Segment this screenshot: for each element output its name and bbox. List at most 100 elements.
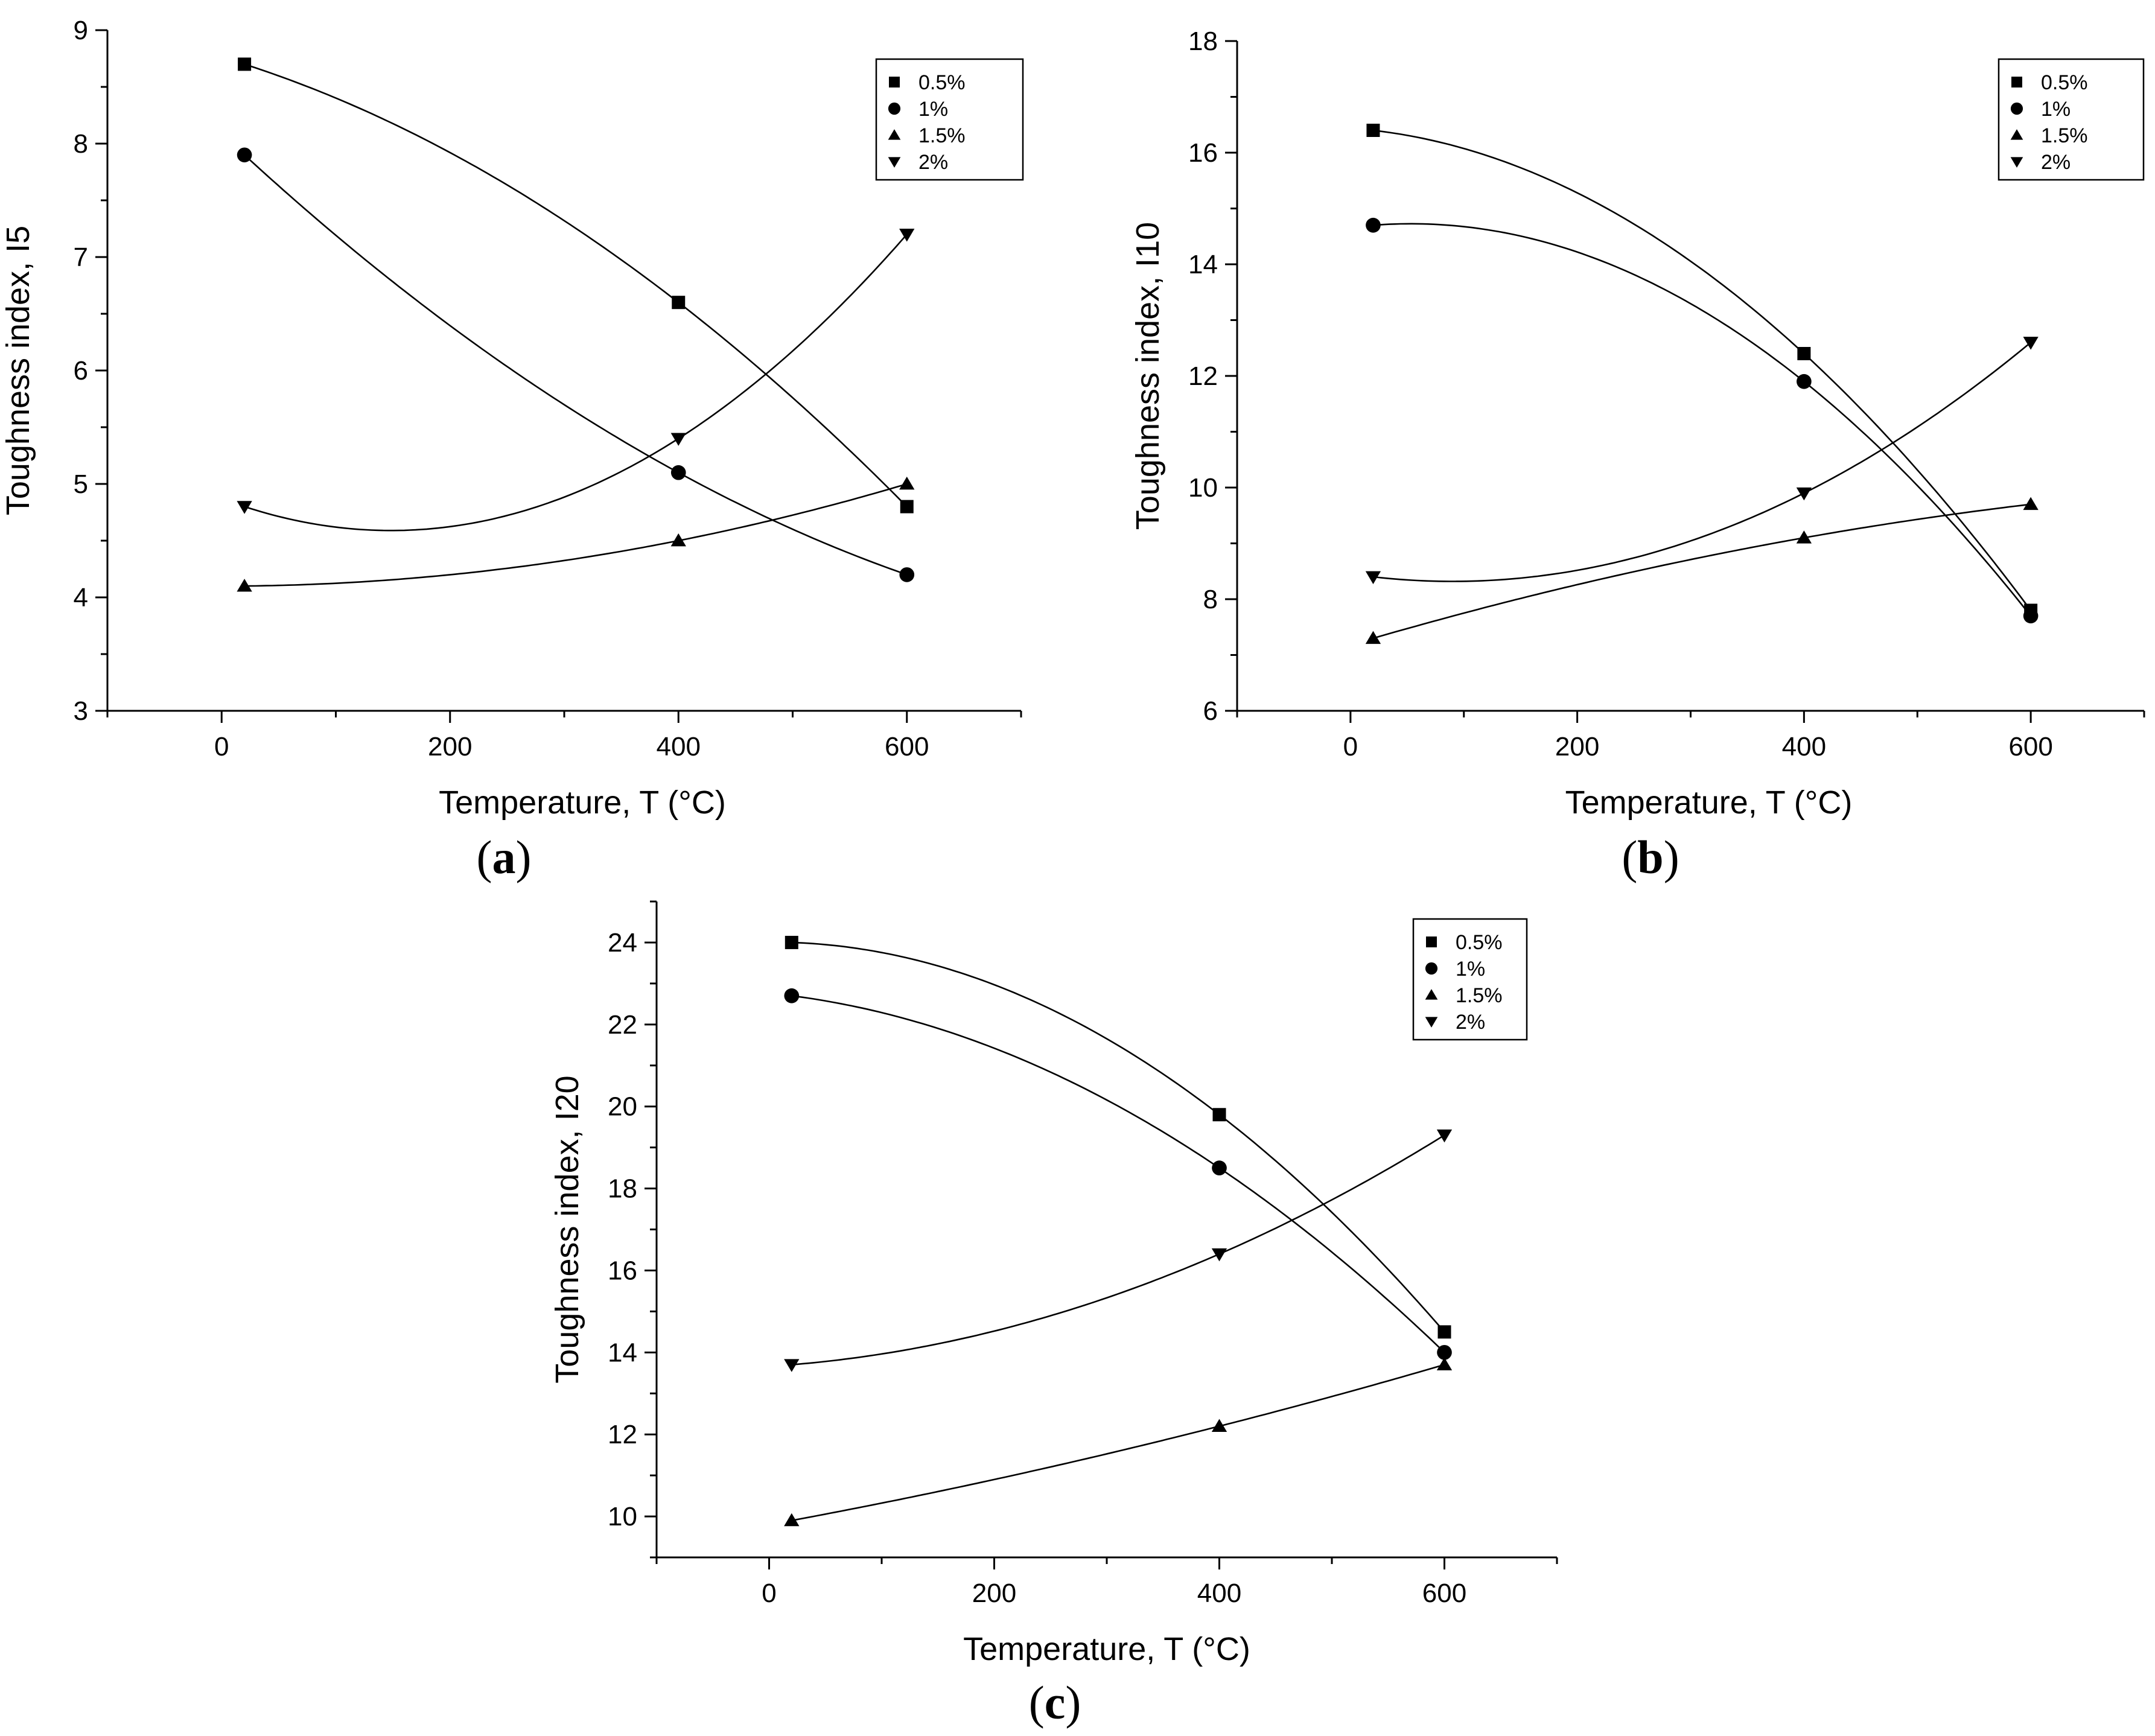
y-tick-label: 6: [74, 356, 88, 386]
data-point: [670, 433, 686, 446]
legend-label: 1%: [918, 98, 948, 121]
series-line-1pct: [244, 154, 908, 576]
data-point: [2023, 608, 2039, 624]
data-point: [899, 476, 915, 490]
data-point: [900, 500, 914, 513]
data-point: [237, 579, 252, 592]
series-line-1-5pct: [244, 483, 908, 587]
data-point: [2023, 337, 2039, 350]
data-point: [1212, 1160, 1227, 1175]
data-point: [784, 988, 800, 1003]
legend: 0.5% 1% 1.5% 2%: [1412, 918, 1528, 1041]
series-line-2pct: [1373, 342, 2031, 582]
y-tick-label: 24: [608, 928, 637, 958]
x-tick-label: 600: [885, 732, 929, 761]
legend-label: 0.5%: [918, 71, 966, 94]
chart-panel-c: 0 200 400 600 10 12 14 16 18 20 22 24 Temperature, T…: [549, 900, 1558, 1729]
legend-marker: [2010, 157, 2023, 168]
y-axis-title: Toughness index, I5: [0, 226, 36, 515]
y-tick-label: 7: [74, 243, 88, 272]
legend-marker: [1425, 1017, 1438, 1028]
legend-label: 0.5%: [2041, 71, 2088, 94]
data-point: [1437, 1344, 1452, 1360]
x-axis-title: Temperature, T (°C): [963, 1631, 1250, 1667]
y-tick-label: 10: [608, 1502, 637, 1531]
legend-box: [875, 58, 1024, 181]
legend-box: [1997, 58, 2145, 181]
x-tick-label: 200: [1555, 732, 1599, 761]
data-point: [1436, 1357, 1453, 1371]
data-point: [899, 567, 915, 582]
legend-marker: [889, 77, 900, 87]
series-line-1pct: [791, 995, 1445, 1353]
y-tick-label: 12: [608, 1420, 637, 1449]
y-tick-label: 5: [74, 469, 88, 499]
y-tick-label: 6: [1203, 696, 1218, 726]
legend-marker: [1425, 989, 1438, 1000]
data-point: [1796, 487, 1812, 501]
legend: 0.5% 1% 1.5% 2%: [875, 58, 1024, 181]
x-tick-label: 200: [972, 1579, 1016, 1608]
data-point: [672, 296, 686, 310]
legend-marker: [888, 157, 901, 168]
chart-panel-b: 0 200 400 600 6 8 10 12 14 16 18 Temperature, T (°C…: [1130, 27, 2145, 883]
y-tick-label: 16: [1188, 138, 1218, 168]
series-line-0-5pct: [244, 63, 908, 507]
data-point: [2023, 497, 2039, 510]
data-point: [784, 1513, 800, 1527]
y-tick-label: 3: [74, 696, 88, 726]
x-axis-title: Temperature, T (°C): [439, 784, 726, 821]
y-tick-label: 8: [74, 129, 88, 159]
legend-marker: [2011, 77, 2022, 87]
legend-marker: [888, 102, 901, 115]
series-line-0-5pct: [791, 941, 1445, 1333]
legend-label: 1%: [1456, 958, 1485, 981]
y-tick-label: 14: [608, 1338, 637, 1367]
panel-label-b: (b): [1622, 831, 1679, 883]
legend-label: 2%: [2041, 151, 2071, 174]
y-tick-label: 10: [1188, 473, 1218, 503]
data-point: [670, 465, 686, 480]
x-tick-label: 0: [762, 1579, 776, 1608]
x-tick-label: 600: [2008, 732, 2052, 761]
data-point: [1212, 1108, 1226, 1122]
legend-marker: [2010, 129, 2023, 140]
legend-label: 2%: [918, 151, 948, 174]
y-axis-title: Toughness index, I10: [1130, 222, 1166, 530]
series-line-2pct: [791, 1134, 1445, 1366]
legend: 0.5% 1% 1.5% 2%: [1997, 58, 2145, 181]
data-point: [1797, 347, 1811, 360]
data-point: [237, 501, 252, 514]
data-point: [1211, 1248, 1227, 1262]
legend-marker: [1426, 936, 1437, 947]
data-point: [1211, 1419, 1227, 1432]
data-point: [1366, 124, 1380, 137]
panel-label-c: (c): [1029, 1676, 1081, 1729]
x-tick-label: 200: [428, 732, 472, 761]
series-line-1-5pct: [1373, 503, 2031, 640]
y-tick-label: 8: [1203, 585, 1218, 614]
data-point: [784, 1359, 800, 1372]
data-point: [1797, 374, 1812, 389]
x-tick-label: 600: [1422, 1579, 1466, 1608]
series-line-2pct: [244, 234, 908, 532]
x-tick-label: 0: [214, 732, 229, 761]
legend-label: 1%: [2041, 98, 2071, 121]
y-tick-label: 16: [608, 1256, 637, 1285]
data-point: [1436, 1129, 1453, 1143]
y-tick-label: 22: [608, 1010, 637, 1040]
data-point: [1366, 217, 1381, 233]
legend-label: 1.5%: [2041, 124, 2088, 147]
x-axis-title: Temperature, T (°C): [1565, 784, 1853, 821]
legend-label: 1.5%: [1456, 984, 1503, 1007]
y-tick-label: 9: [74, 16, 88, 45]
y-tick-label: 20: [608, 1092, 637, 1122]
y-tick-label: 4: [74, 583, 88, 612]
panel-label-a: (a): [477, 831, 532, 883]
series-line-1-5pct: [791, 1364, 1445, 1522]
legend-marker: [1425, 962, 1438, 975]
series-line-0-5pct: [1373, 129, 2032, 611]
y-tick-label: 12: [1188, 361, 1218, 391]
x-tick-label: 400: [1197, 1579, 1241, 1608]
